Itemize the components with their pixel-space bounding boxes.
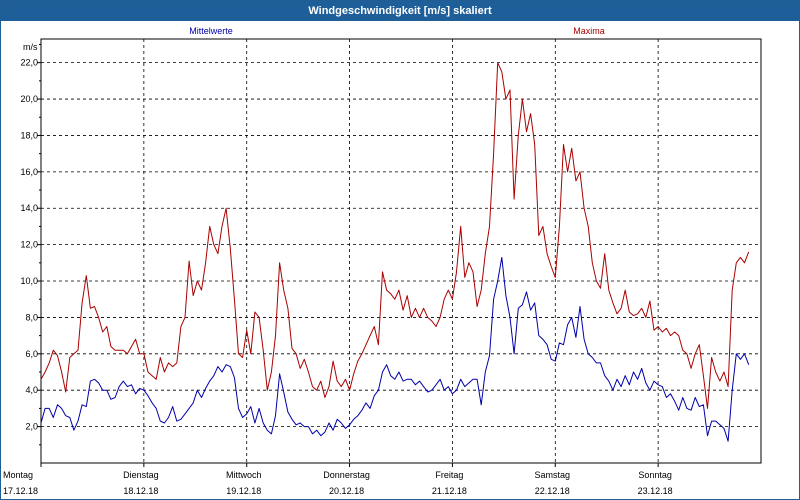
x-tick-date: 20.12.18 bbox=[329, 486, 364, 496]
y-axis: 2,0 4,0 6,0 8,0 10,0 12,0 14,0 16,0 18,0 20,0 22,0 bbox=[20, 43, 41, 446]
y-tick-label: 10,0 bbox=[20, 276, 38, 286]
x-tick-day: Freitag bbox=[435, 470, 463, 480]
series-line-mean bbox=[40, 256, 750, 442]
y-tick-label: 20,0 bbox=[20, 94, 38, 104]
series-line-max bbox=[40, 62, 750, 409]
x-axis: Montag 17.12.18 Dienstag 18.12.18 Mittwoch 19… bbox=[3, 463, 673, 496]
y-tick-label: 22,0 bbox=[20, 58, 38, 68]
grid-lines bbox=[41, 39, 761, 463]
legend-mean: Mittelwerte bbox=[189, 26, 233, 36]
y-tick-label: 2,0 bbox=[25, 422, 38, 432]
x-tick-day: Mittwoch bbox=[226, 470, 262, 480]
data-series bbox=[40, 62, 750, 442]
x-tick-date: 19.12.18 bbox=[226, 486, 261, 496]
x-tick-day: Montag bbox=[3, 470, 33, 480]
x-tick-day: Dienstag bbox=[123, 470, 159, 480]
x-tick-date: 18.12.18 bbox=[123, 486, 158, 496]
y-axis-label: m/s bbox=[23, 42, 38, 52]
y-tick-label: 4,0 bbox=[25, 385, 38, 395]
x-tick-date: 21.12.18 bbox=[432, 486, 467, 496]
x-tick-day: Samstag bbox=[535, 470, 571, 480]
x-tick-day: Donnerstag bbox=[323, 470, 370, 480]
x-tick-date: 23.12.18 bbox=[638, 486, 673, 496]
x-tick-date: 17.12.18 bbox=[3, 486, 38, 496]
y-tick-label: 12,0 bbox=[20, 240, 38, 250]
plot-area bbox=[40, 38, 762, 464]
y-tick-label: 14,0 bbox=[20, 203, 38, 213]
window-title: Windgeschwindigkeit [m/s] skaliert bbox=[1, 1, 799, 21]
x-tick-day: Sonntag bbox=[638, 470, 672, 480]
legend-max: Maxima bbox=[573, 26, 605, 36]
x-tick-date: 22.12.18 bbox=[535, 486, 570, 496]
y-tick-label: 8,0 bbox=[25, 312, 38, 322]
y-tick-label: 16,0 bbox=[20, 167, 38, 177]
y-tick-label: 6,0 bbox=[25, 349, 38, 359]
y-tick-label: 18,0 bbox=[20, 130, 38, 140]
